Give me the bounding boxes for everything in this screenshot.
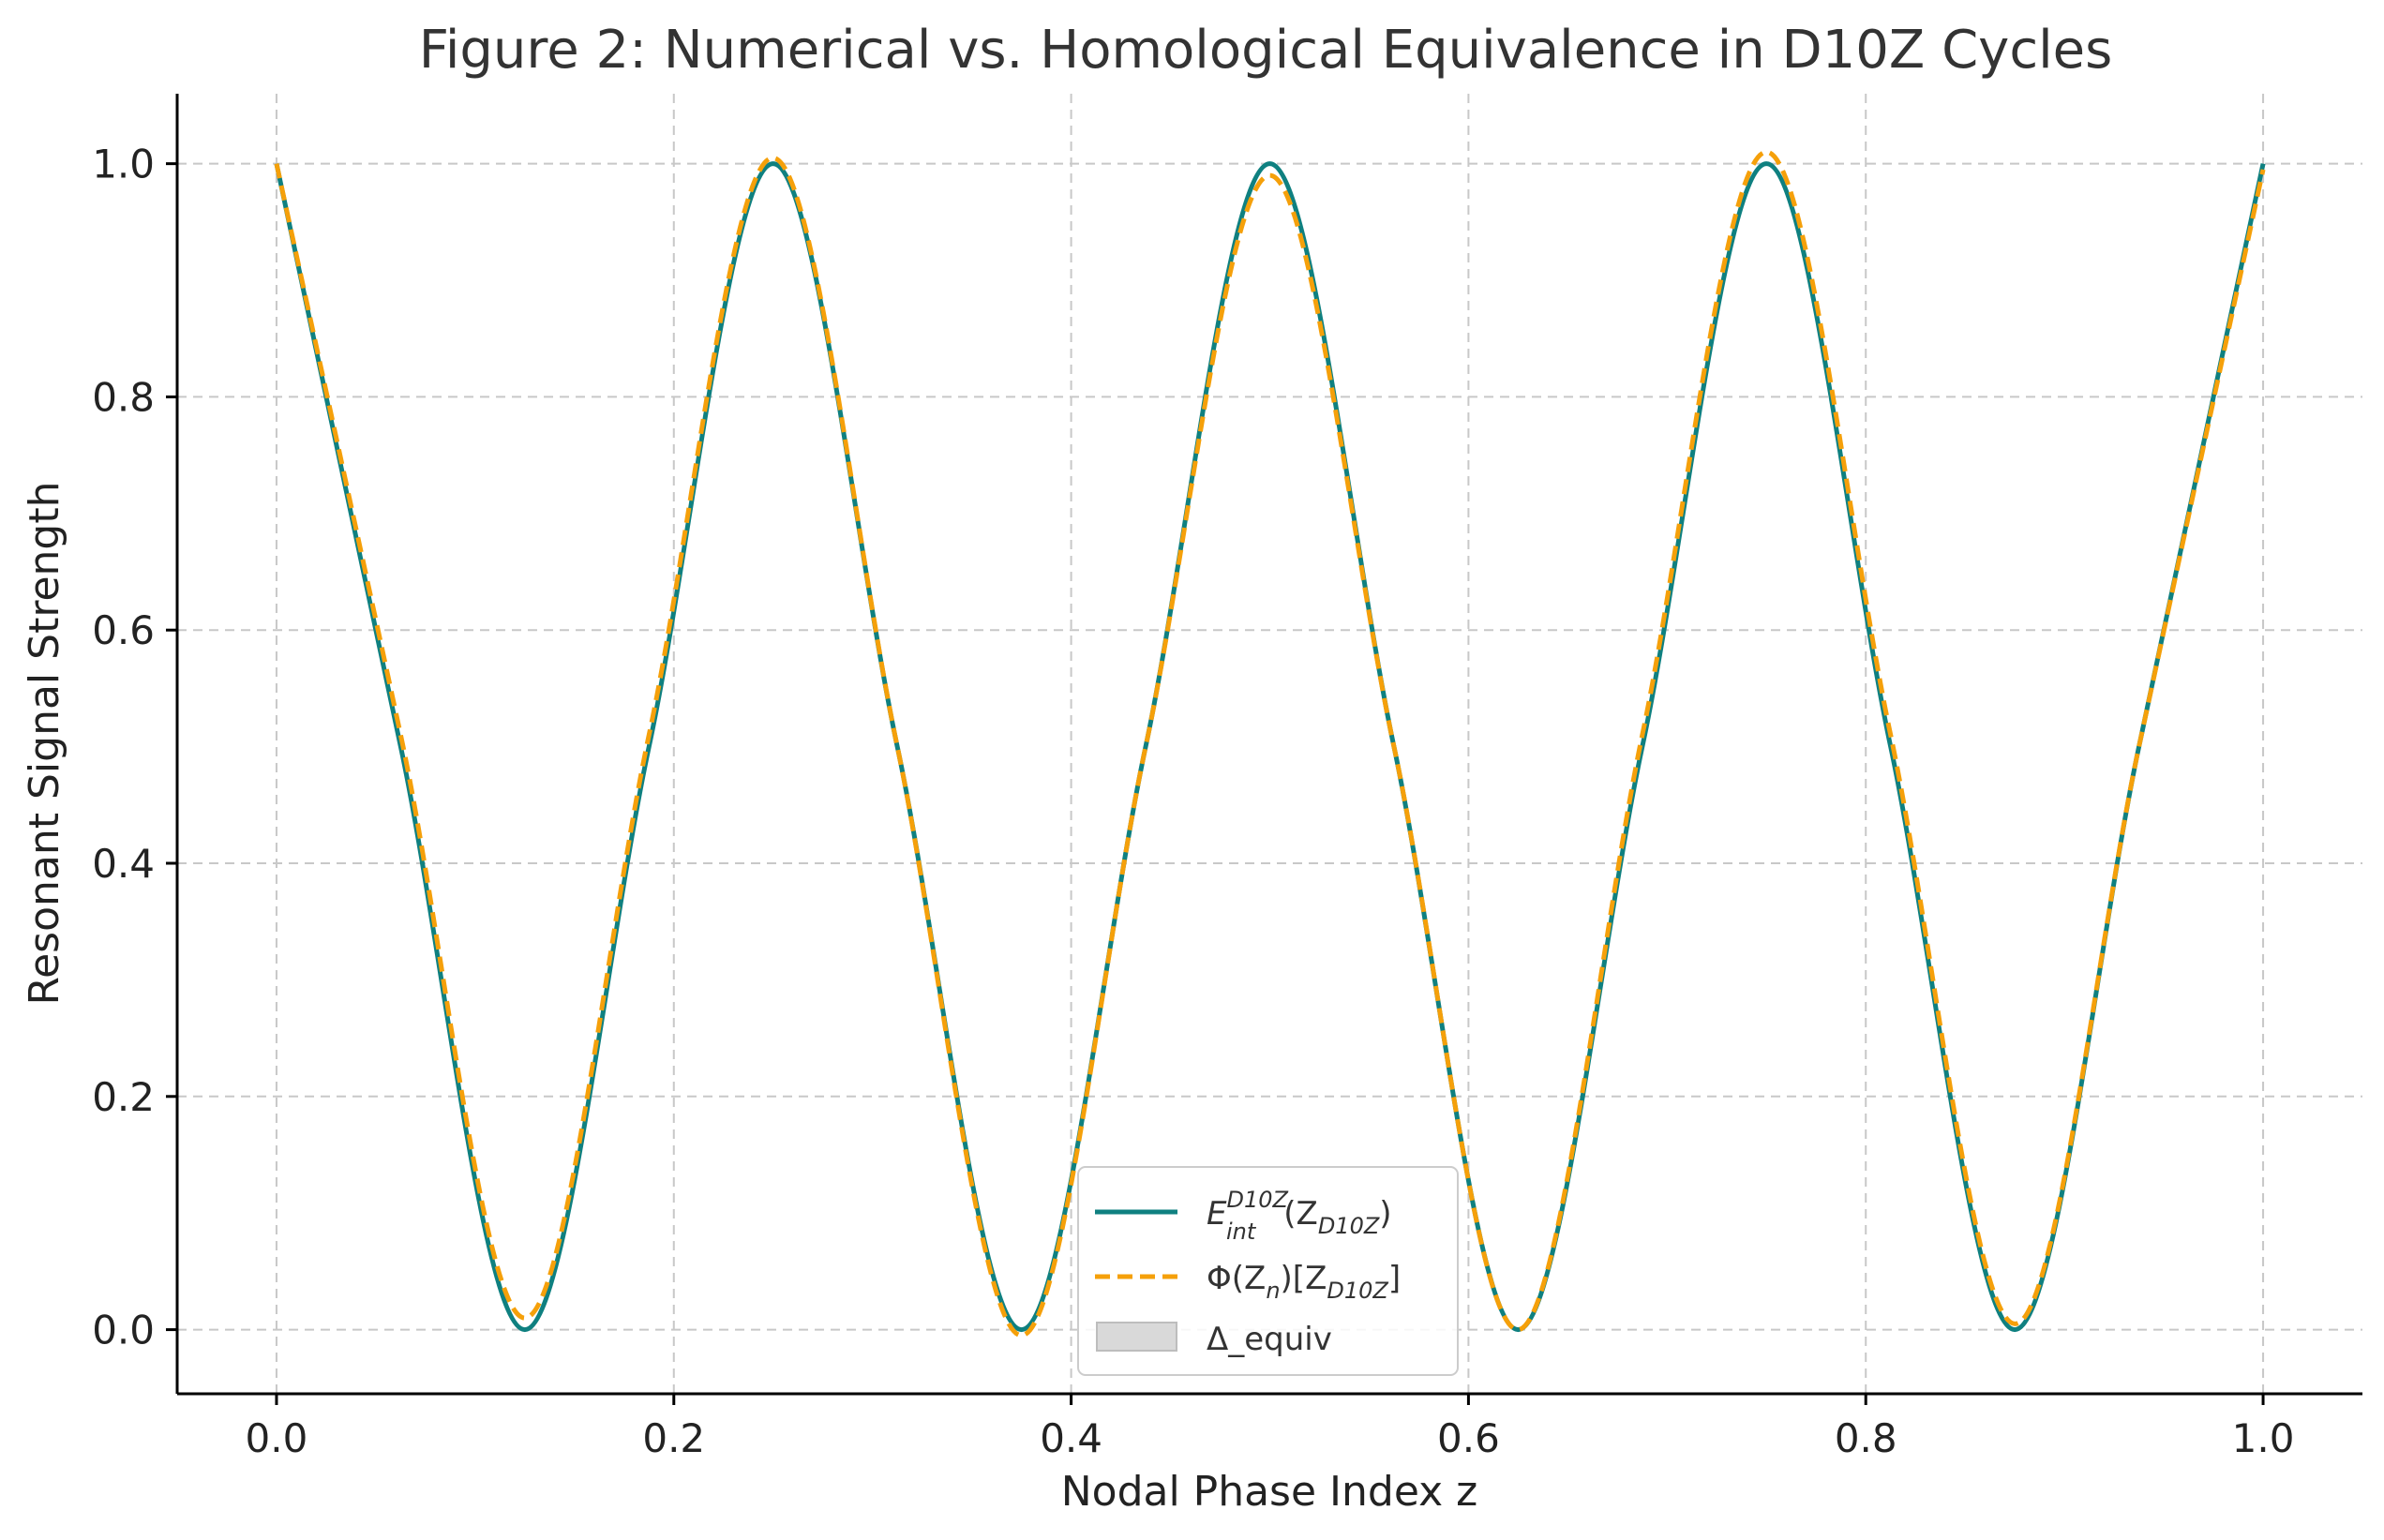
legend-e-int-sub: int <box>1226 1219 1257 1245</box>
legend-phi-tail-close: ] <box>1388 1260 1401 1297</box>
legend-e-int-tail-sub: D10Z <box>1318 1213 1380 1239</box>
legend-e-int-sup: D10Z <box>1226 1187 1288 1213</box>
legend-e-int-tail-close: ) <box>1379 1195 1391 1233</box>
series-line-e-int <box>274 161 2266 1333</box>
x-tick-label: 1.0 <box>2232 1415 2295 1461</box>
y-tick-label: 0.6 <box>92 607 155 653</box>
legend-phi-mid: )[Z <box>1281 1260 1327 1297</box>
x-ticks: 0.0 0.2 0.4 0.6 0.8 1.0 <box>246 1394 2295 1461</box>
x-tick-label: 0.2 <box>642 1415 705 1461</box>
legend-label-delta-equiv: Δ_equiv <box>1207 1321 1332 1358</box>
legend-e-int-base: E <box>1207 1195 1227 1233</box>
x-tick-label: 0.0 <box>246 1415 308 1461</box>
y-tick-label: 0.0 <box>92 1308 155 1353</box>
legend-label-phi: Φ(Zn)[ZD10Z] <box>1207 1260 1401 1304</box>
y-tick-label: 0.8 <box>92 374 155 420</box>
y-ticks: 0.0 0.2 0.4 0.6 0.8 1.0 <box>92 142 177 1353</box>
y-tick-label: 1.0 <box>92 142 155 187</box>
axes <box>175 94 2362 1396</box>
x-tick-label: 0.4 <box>1040 1415 1102 1461</box>
y-axis-label: Resonant Signal Strength <box>21 482 68 1006</box>
series-layer <box>274 149 2266 1338</box>
legend-label-e-int: ED10Z int (ZD10Z) <box>1207 1187 1392 1245</box>
series-line-phi <box>274 149 2266 1338</box>
x-axis-label: Nodal Phase Index z <box>1061 1468 1478 1516</box>
y-tick-label: 0.2 <box>92 1074 155 1120</box>
x-tick-label: 0.6 <box>1437 1415 1500 1461</box>
legend-swatch-delta-equiv <box>1096 1322 1177 1352</box>
y-tick-label: 0.4 <box>92 841 155 887</box>
legend-e-int-tail-open: (Z <box>1283 1195 1318 1233</box>
legend-phi-tail-sub: D10Z <box>1327 1278 1388 1304</box>
chart-title: Figure 2: Numerical vs. Homological Equi… <box>419 20 2113 81</box>
x-tick-label: 0.8 <box>1835 1415 1897 1461</box>
legend-phi-sub: n <box>1266 1278 1280 1304</box>
legend-phi-base: Φ(Z <box>1207 1260 1266 1297</box>
legend: ED10Z int (ZD10Z) Φ(Zn)[ZD10Z] Δ_equiv <box>1077 1166 1459 1376</box>
